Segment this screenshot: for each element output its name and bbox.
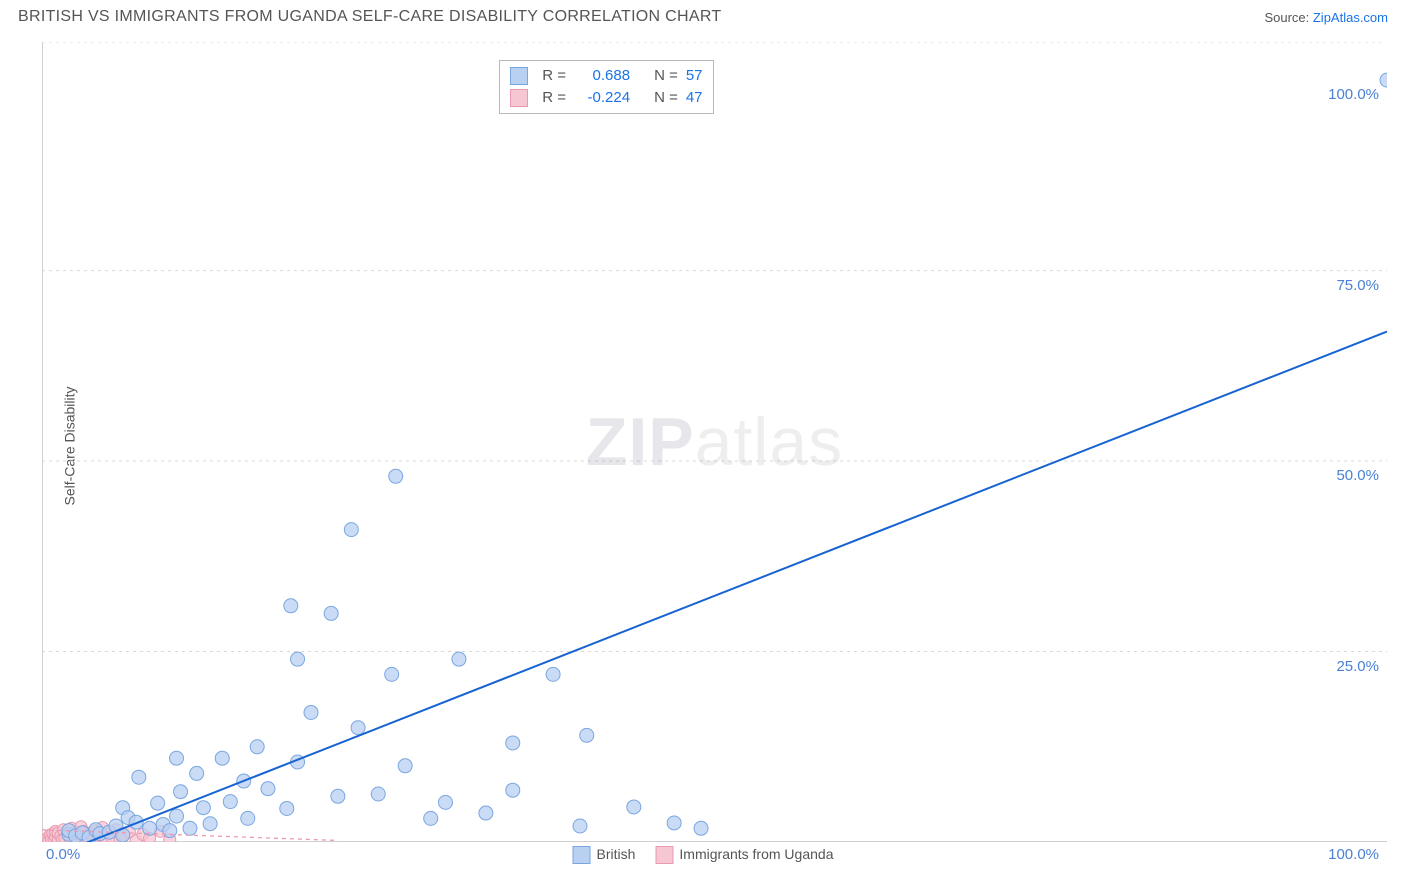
- y-tick-label: 100.0%: [1328, 86, 1379, 103]
- x-tick-label: 100.0%: [1328, 846, 1379, 863]
- swatch-uganda: [510, 89, 528, 107]
- legend-label: Immigrants from Uganda: [679, 846, 833, 862]
- plot-svg: [42, 42, 1387, 842]
- r-value-uganda: -0.224: [574, 87, 630, 109]
- swatch-british: [510, 67, 528, 85]
- y-tick-label: 50.0%: [1336, 467, 1379, 484]
- source-link[interactable]: ZipAtlas.com: [1313, 10, 1388, 25]
- correlation-legend-box: R = 0.688 N = 57 R = -0.224 N = 47: [499, 60, 713, 114]
- source-prefix: Source:: [1264, 10, 1312, 25]
- legend-item-uganda: Immigrants from Uganda: [655, 846, 833, 864]
- legend-swatch: [573, 846, 591, 864]
- y-tick-label: 25.0%: [1336, 658, 1379, 675]
- r-value-british: 0.688: [574, 65, 630, 87]
- legend-item-british: British: [573, 846, 636, 864]
- n-value-uganda: 47: [686, 87, 703, 109]
- scatter-plot: ZIPatlas R = 0.688 N = 57 R = -0.224 N =…: [42, 42, 1387, 842]
- legend-label: British: [597, 846, 636, 862]
- chart-title: BRITISH VS IMMIGRANTS FROM UGANDA SELF-C…: [18, 8, 721, 26]
- y-tick-label: 75.0%: [1336, 277, 1379, 294]
- source-attribution: Source: ZipAtlas.com: [1264, 10, 1388, 25]
- correlation-row-british: R = 0.688 N = 57: [510, 65, 702, 87]
- r-label: R =: [542, 87, 566, 109]
- n-value-british: 57: [686, 65, 703, 87]
- r-label: R =: [542, 65, 566, 87]
- chart-header: BRITISH VS IMMIGRANTS FROM UGANDA SELF-C…: [0, 0, 1406, 30]
- series-legend: British Immigrants from Uganda: [573, 846, 834, 864]
- correlation-row-uganda: R = -0.224 N = 47: [510, 87, 702, 109]
- n-label: N =: [654, 65, 678, 87]
- n-label: N =: [654, 87, 678, 109]
- x-tick-label: 0.0%: [46, 846, 80, 863]
- legend-swatch: [655, 846, 673, 864]
